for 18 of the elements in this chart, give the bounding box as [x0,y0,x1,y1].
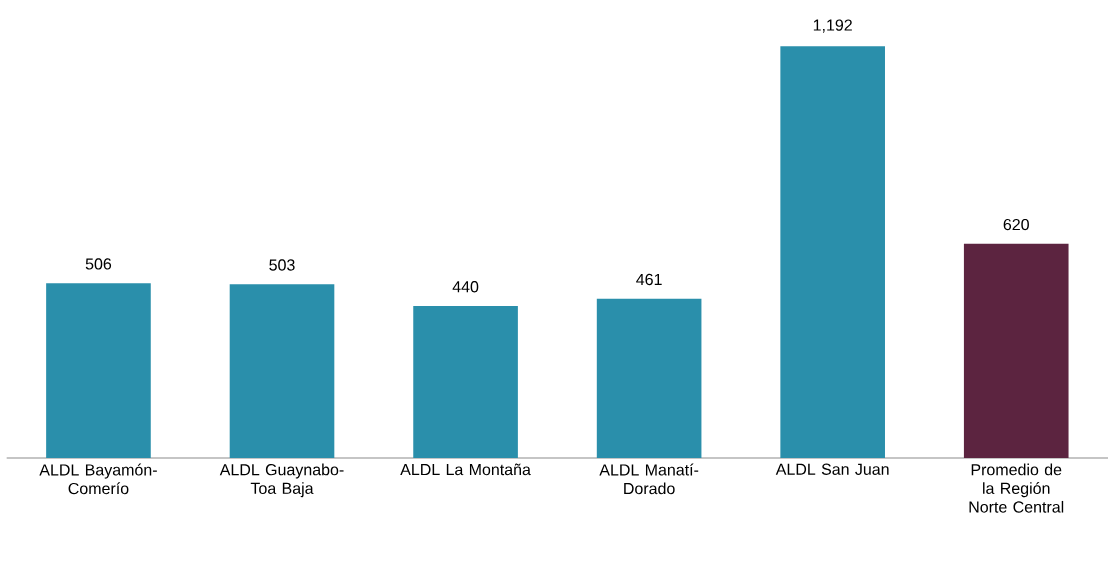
bar [963,243,1069,458]
data-label: 506 [85,258,112,270]
bar [413,306,518,458]
bar [596,298,702,458]
data-label: 620 [1003,218,1029,231]
x-tick-label: ALDL Guaynabo-Toa Baja [219,463,344,498]
bar [46,283,151,458]
x-tick-label: ALDL San Juan [775,463,889,475]
x-tick-label: ALDL Bayamón-Comerío [39,463,157,495]
data-label: 503 [269,259,295,271]
data-label: 440 [452,281,479,293]
x-tick-label: Promedio de la Región Norte Central [969,463,1064,513]
data-label: 461 [636,273,662,286]
x-tick-label: ALDL La Montaña [400,463,531,476]
bar [780,46,885,458]
bar [229,284,335,458]
data-label: 1,192 [813,19,852,33]
x-tick-label: ALDL Manatí-Dorado [599,463,699,495]
